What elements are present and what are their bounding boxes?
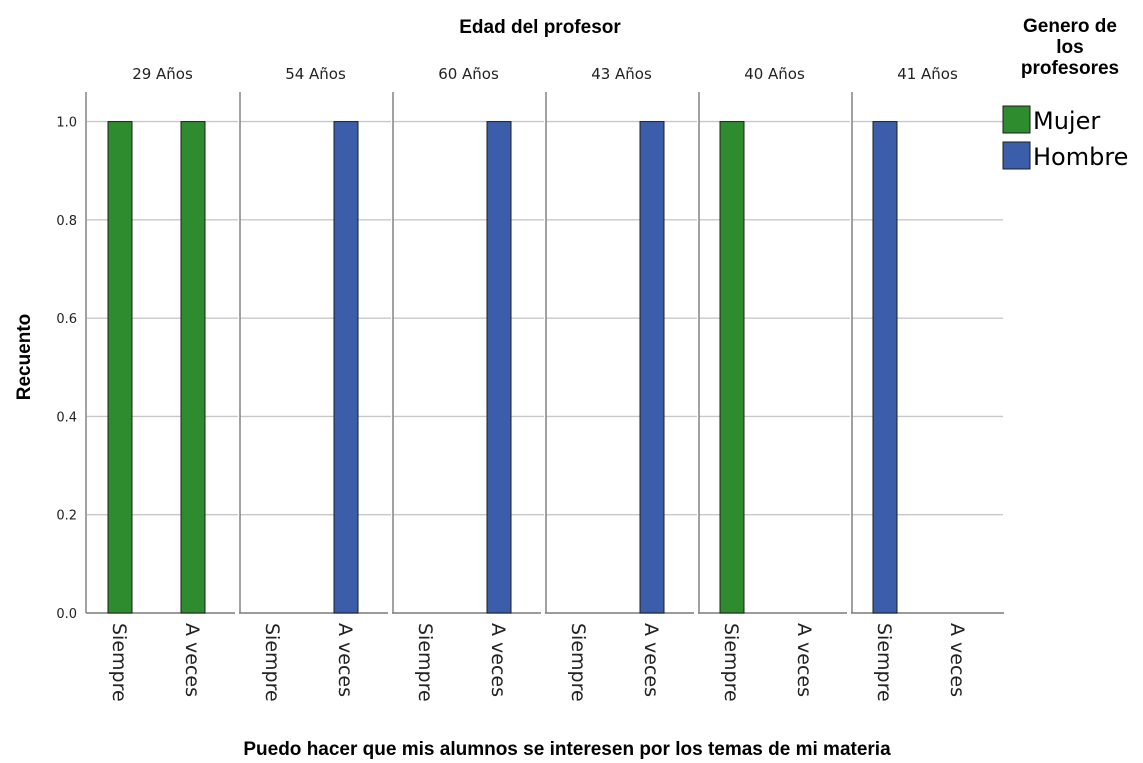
legend-title-line: profesores (1021, 58, 1119, 79)
panel-label: 54 Años (285, 65, 346, 83)
y-ticks-group: 0.0 0.2 0.4 0.6 0.8 1.0 (56, 116, 77, 622)
y-tick-label: 0.0 (56, 607, 77, 622)
category-tick-label: Siempre (108, 623, 130, 702)
category-tick-label: A veces (946, 623, 968, 697)
category-tick-label: A veces (181, 623, 203, 697)
category-tick-label: A veces (793, 623, 815, 697)
category-tick-label: A veces (487, 623, 509, 697)
category-tick-label: Siempre (261, 623, 283, 702)
panel-5: 40 Años Siempre A veces (698, 65, 850, 702)
legend-label: Mujer (1033, 107, 1100, 135)
panel-1: 29 Años Siempre A veces (85, 65, 238, 702)
panel-label: 43 Años (591, 65, 652, 83)
bar (180, 121, 206, 614)
y-tick-label: 0.8 (56, 214, 77, 229)
panels-group: 29 Años Siempre A veces 54 Años Siempre A vec… (85, 65, 1004, 702)
panel-4: 43 Años Siempre A veces (545, 65, 697, 702)
panel-label: 29 Años (132, 65, 193, 83)
chart-title: Edad del profesor (459, 17, 621, 38)
legend-swatch (1002, 141, 1031, 170)
y-axis-label: Recuento (14, 314, 35, 401)
y-tick-label: 0.6 (56, 312, 77, 327)
category-tick-label: Siempre (567, 623, 589, 702)
legend-title-line: Genero de (1023, 16, 1117, 37)
bar (107, 121, 133, 614)
category-tick-label: Siempre (414, 623, 436, 702)
category-tick-label: Siempre (873, 623, 895, 702)
bar (872, 121, 898, 614)
x-axis-label: Puedo hacer que mis alumnos se interesen… (243, 739, 891, 760)
panel-label: 40 Años (744, 65, 805, 83)
category-tick-label: Siempre (720, 623, 742, 702)
y-tick-label: 0.2 (56, 509, 77, 524)
category-tick-label: A veces (640, 623, 662, 697)
panel-6: 41 Años Siempre A veces (851, 65, 1004, 702)
panel-3: 60 Años Siempre A veces (392, 65, 544, 702)
category-tick-label: A veces (334, 623, 356, 697)
bar (639, 121, 665, 614)
legend-label: Hombre (1033, 143, 1128, 171)
y-tick-label: 0.4 (56, 410, 77, 425)
panel-label: 41 Años (897, 65, 958, 83)
bar (333, 121, 359, 614)
legend-title-line: los (1056, 37, 1083, 58)
panel-2: 54 Años Siempre A veces (239, 65, 391, 702)
legend-swatch (1002, 105, 1031, 134)
panel-label: 60 Años (438, 65, 499, 83)
bar (486, 121, 512, 614)
y-tick-label: 1.0 (56, 116, 77, 131)
bar (719, 121, 745, 614)
